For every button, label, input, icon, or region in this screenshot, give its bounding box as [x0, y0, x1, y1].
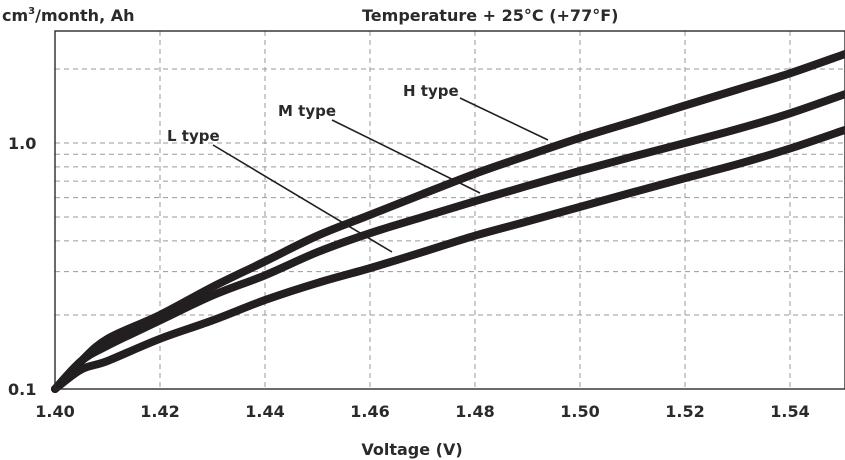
series-label-m-type: M type	[278, 102, 336, 120]
leader-layer	[212, 97, 549, 253]
series-label-h-type: H type	[403, 82, 459, 100]
plot-frame	[54, 30, 845, 390]
x-axis-label: Voltage (V)	[361, 440, 462, 459]
leader-line-m-type	[331, 119, 481, 194]
series-line-l-type	[51, 125, 845, 393]
series-layer	[51, 50, 845, 393]
leader-line-l-type	[212, 144, 393, 253]
x-tick-label: 1.54	[770, 402, 809, 421]
chart-title: Temperature + 25°C (+77°F)	[362, 6, 618, 25]
y-tick-label: 1.0	[8, 134, 36, 153]
series-line-h-type	[51, 50, 845, 393]
x-tick-label: 1.40	[35, 402, 74, 421]
tick-layer: 1.40 1.42 1.44 1.46 1.48 1.50 1.52 1.54 0.1 1.0	[8, 134, 810, 421]
series-line-m-type	[51, 90, 845, 393]
x-tick-label: 1.44	[245, 402, 284, 421]
y-tick-label: 0.1	[8, 380, 36, 399]
x-tick-label: 1.48	[455, 402, 494, 421]
leader-line-h-type	[459, 97, 549, 141]
y-axis-label: cm3/month, Ah	[2, 6, 134, 25]
x-tick-label: 1.42	[140, 402, 179, 421]
x-tick-label: 1.50	[560, 402, 599, 421]
x-tick-label: 1.52	[665, 402, 704, 421]
x-tick-label: 1.46	[350, 402, 389, 421]
series-label-l-type: L type	[167, 127, 220, 145]
